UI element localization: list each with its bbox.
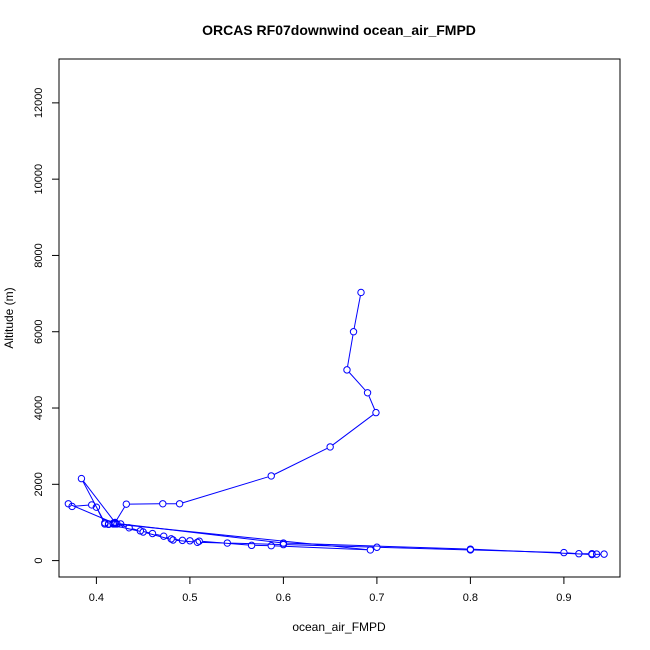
y-tick-label: 12000 [33,88,45,119]
series-segment [202,540,249,546]
data-point [186,537,194,545]
series-segment [380,546,467,551]
chart-title: ORCAS RF07downwind ocean_air_FMPD [202,22,476,38]
series-segment [174,538,180,541]
series-segment [353,295,361,329]
series-segment [286,542,467,550]
series-segment [332,414,374,446]
data-point [560,548,568,557]
y-axis-label: Altitude (m) [2,287,16,348]
data-point [343,366,351,374]
series-segment [182,476,269,504]
series-segment [75,504,89,507]
data-point [267,542,275,550]
x-tick-label: 0.4 [89,592,104,604]
data-point [64,500,73,508]
data-point [169,536,177,544]
series-segment [286,544,374,548]
y-tick-label: 0 [33,558,45,564]
data-point [159,500,167,508]
data-point [279,539,288,547]
series-segment [83,481,114,520]
data-point [101,520,109,528]
data-point [175,500,184,508]
y-tick-label: 6000 [33,319,45,343]
data-point [592,550,601,558]
series-segment [97,510,104,522]
series-segment [348,372,366,391]
data-point [160,532,168,540]
series-segment [146,532,170,540]
y-axis: 0 2000 4000 6000 8000 10000 12000 [33,88,60,564]
y-tick-label: 2000 [33,472,45,496]
data-point [372,408,380,417]
series-segment [473,548,589,555]
data-point [267,472,275,480]
data-point [92,503,101,511]
series-segment [132,528,138,531]
series-segment [347,335,354,367]
data-point [139,528,147,536]
data-point [148,529,157,538]
data-point [223,539,232,547]
series-segment [274,448,328,475]
data-point [326,443,334,451]
data-point [247,541,256,550]
data-point [600,550,608,558]
data-point [588,550,596,559]
series-segment [116,506,125,520]
data-point [366,546,375,554]
series-segment [368,395,376,410]
data-point [125,524,133,532]
data-point [167,535,175,543]
x-axis: 0.4 0.5 0.6 0.7 0.8 0.9 [89,576,572,604]
data-point [466,545,475,553]
x-axis-label: ocean_air_FMPD [292,620,386,634]
data-point [373,543,381,551]
y-tick-label: 10000 [33,164,45,195]
x-tick-label: 0.6 [276,592,291,604]
data-point [104,520,113,529]
series-segment [200,541,224,544]
plot-area [58,58,621,578]
plot-series [64,288,608,559]
data-point [193,538,202,546]
data-point [575,550,583,558]
y-tick-label: 4000 [33,396,45,420]
series-segment [155,533,161,536]
data-point [111,519,119,527]
data-point [88,501,96,509]
data-point [117,520,125,528]
data-point [349,328,358,336]
data-point [363,389,372,397]
data-point [122,500,131,508]
x-tick-label: 0.5 [182,592,197,604]
series-segment [274,545,367,551]
data-point [178,536,187,545]
series-segment [230,542,280,545]
data-point [195,537,203,545]
x-tick-label: 0.9 [556,592,571,604]
series-segment [118,523,280,544]
y-tick-label: 8000 [33,243,45,267]
x-tick-label: 0.7 [369,592,384,604]
data-point [357,288,365,297]
x-tick-label: 0.8 [463,592,478,604]
data-point [77,474,86,483]
